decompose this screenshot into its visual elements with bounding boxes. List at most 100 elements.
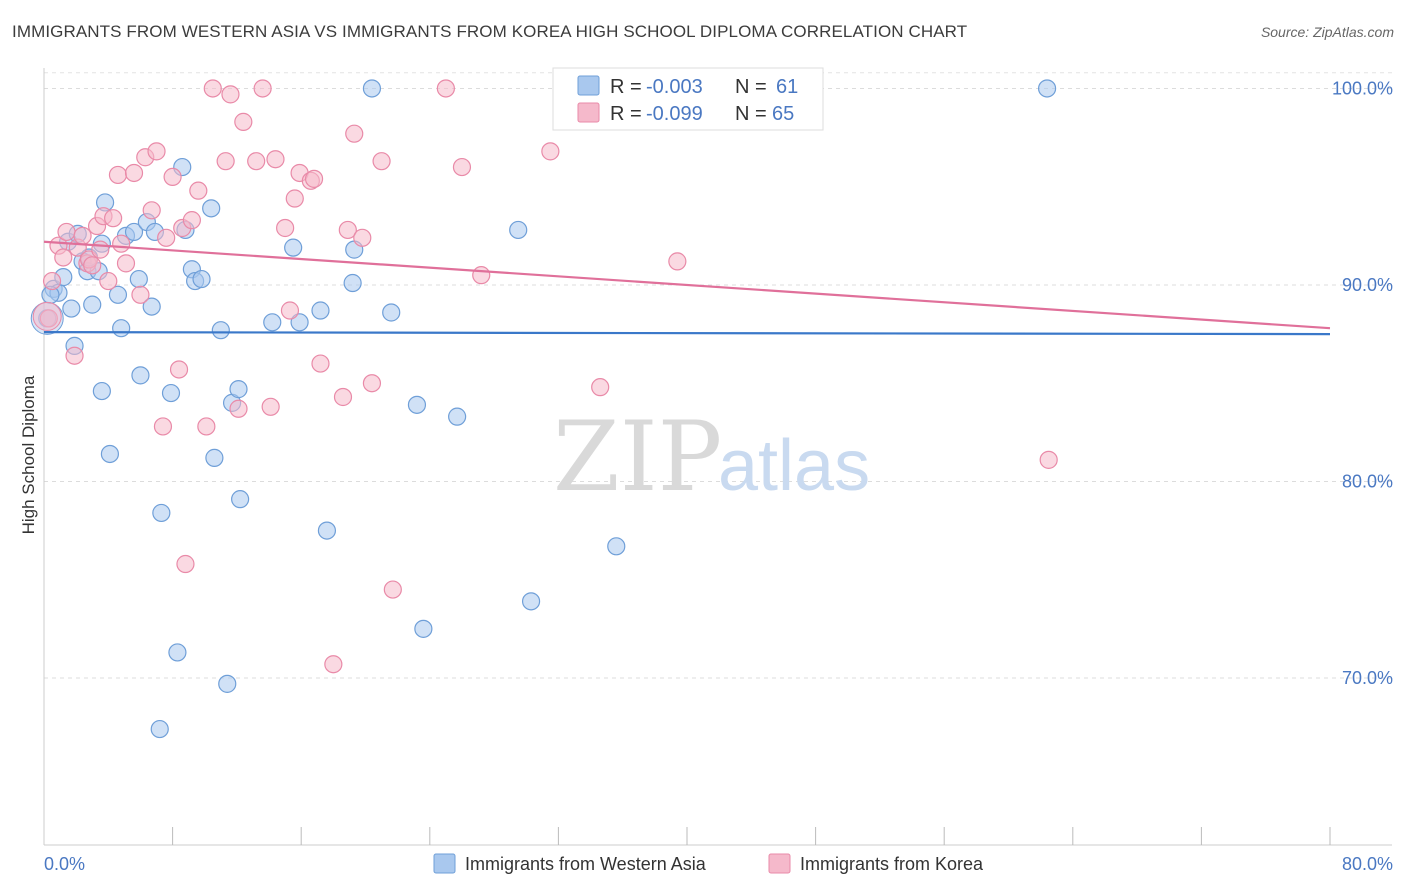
chart-title: IMMIGRANTS FROM WESTERN ASIA VS IMMIGRAN… <box>12 22 968 41</box>
point-korea-40 <box>261 397 280 416</box>
point-western-asia-46 <box>317 521 337 540</box>
point-korea-15 <box>104 209 123 228</box>
legend-label-western-asia: Immigrants from Western Asia <box>465 854 707 874</box>
stats-r-label-2: R = <box>610 103 642 125</box>
point-korea-10 <box>83 256 102 275</box>
y-axis-label: High School Diploma <box>19 375 38 534</box>
point-korea-25 <box>157 228 176 247</box>
point-western-asia-20 <box>124 222 144 242</box>
y-tick-label-90: 90.0% <box>1342 275 1393 295</box>
point-western-asia-21 <box>129 269 148 289</box>
point-western-asia-54 <box>509 220 528 240</box>
point-western-asia-41 <box>231 490 250 509</box>
stats-legend-swatch-blue <box>577 75 600 96</box>
watermark-atlas: atlas <box>718 426 870 506</box>
point-western-asia-55 <box>521 592 541 611</box>
point-korea-55 <box>372 152 391 171</box>
point-korea-49 <box>324 655 343 674</box>
point-korea-30 <box>182 211 201 230</box>
point-western-asia-50 <box>382 303 401 322</box>
point-western-asia-24 <box>142 297 161 316</box>
point-korea-64 <box>1039 450 1058 469</box>
point-korea-43 <box>280 301 300 320</box>
point-korea-31 <box>189 181 208 200</box>
point-korea-62 <box>668 252 687 271</box>
point-korea-50 <box>333 387 353 407</box>
x-tick-label-80: 80.0% <box>1342 854 1393 874</box>
point-western-asia-13 <box>92 381 111 401</box>
stats-n-value-2: 65 <box>772 103 794 125</box>
point-korea-5 <box>65 346 84 365</box>
point-western-asia-52 <box>414 619 433 638</box>
point-western-asia-40 <box>229 380 248 399</box>
source-label: Source: ZipAtlas.com <box>1260 24 1394 40</box>
point-korea-54 <box>362 374 382 393</box>
stats-r-value-2: -0.099 <box>646 103 703 125</box>
point-western-asia-56 <box>607 537 626 556</box>
point-western-asia-59 <box>1037 79 1057 98</box>
point-korea-52 <box>345 124 364 143</box>
legend-swatch-western-asia <box>433 853 456 874</box>
stats-legend-swatch-pink <box>577 102 600 123</box>
point-korea-59 <box>472 266 491 285</box>
series-legend: Immigrants from Western Asia Immigrants … <box>433 853 984 874</box>
point-korea-61 <box>591 378 610 397</box>
point-korea-26 <box>163 167 182 186</box>
point-korea-60 <box>541 142 560 161</box>
point-korea-53 <box>353 228 372 247</box>
point-korea-4 <box>57 222 76 242</box>
point-korea-19 <box>124 163 144 183</box>
stats-n-label-2: N = <box>735 103 767 125</box>
point-korea-41 <box>266 150 285 169</box>
point-western-asia-18 <box>112 319 131 338</box>
series-western-asia-points <box>30 79 1057 739</box>
series-korea-points <box>32 79 1058 674</box>
point-western-asia-16 <box>100 444 120 464</box>
point-korea-17 <box>112 234 131 253</box>
point-korea-37 <box>234 112 253 131</box>
trend-line-western-asia <box>43 331 1331 336</box>
watermark: ZIP atlas <box>553 401 870 513</box>
point-korea-29 <box>176 554 195 574</box>
point-korea-22 <box>142 201 161 220</box>
point-korea-58 <box>452 157 472 177</box>
point-korea-56 <box>383 580 402 599</box>
point-western-asia-34 <box>192 269 211 289</box>
point-western-asia-37 <box>211 321 230 340</box>
point-korea-35 <box>221 85 240 104</box>
trend-line-korea <box>43 240 1331 330</box>
point-korea-18 <box>116 254 136 273</box>
point-korea-1 <box>42 271 62 291</box>
axes <box>43 68 1392 846</box>
point-western-asia-43 <box>284 238 303 257</box>
point-korea-57 <box>436 79 455 98</box>
point-korea-16 <box>108 165 128 185</box>
point-korea-cluster <box>32 301 62 331</box>
point-korea-32 <box>197 417 216 436</box>
point-korea-14 <box>99 271 118 291</box>
point-korea-34 <box>216 152 235 171</box>
point-korea-23 <box>147 142 166 161</box>
trend-lines <box>43 240 1331 336</box>
stats-n-value-1: 61 <box>776 76 798 98</box>
tick-labels: 70.0% 80.0% 90.0% 100.0% 0.0% 80.0% <box>44 78 1393 874</box>
point-korea-7 <box>73 226 92 245</box>
point-korea-3 <box>54 248 73 267</box>
stats-r-value-1: -0.003 <box>646 76 703 98</box>
point-korea-38 <box>247 152 266 171</box>
point-western-asia-35 <box>202 199 221 218</box>
point-korea-27 <box>169 360 189 379</box>
point-western-asia-5 <box>62 299 81 318</box>
stats-legend: R = -0.003 N = 61 R = -0.099 N = 65 <box>552 67 824 131</box>
point-korea-20 <box>131 285 150 304</box>
point-western-asia-47 <box>343 273 362 293</box>
point-western-asia-36 <box>205 448 224 467</box>
y-tick-label-100: 100.0% <box>1332 78 1393 98</box>
point-western-asia-22 <box>131 366 150 385</box>
point-korea-42 <box>276 218 295 238</box>
point-western-asia-45 <box>311 301 330 320</box>
point-western-asia-53 <box>448 407 467 426</box>
point-korea-51 <box>338 220 357 240</box>
legend-label-korea: Immigrants from Korea <box>800 854 984 874</box>
